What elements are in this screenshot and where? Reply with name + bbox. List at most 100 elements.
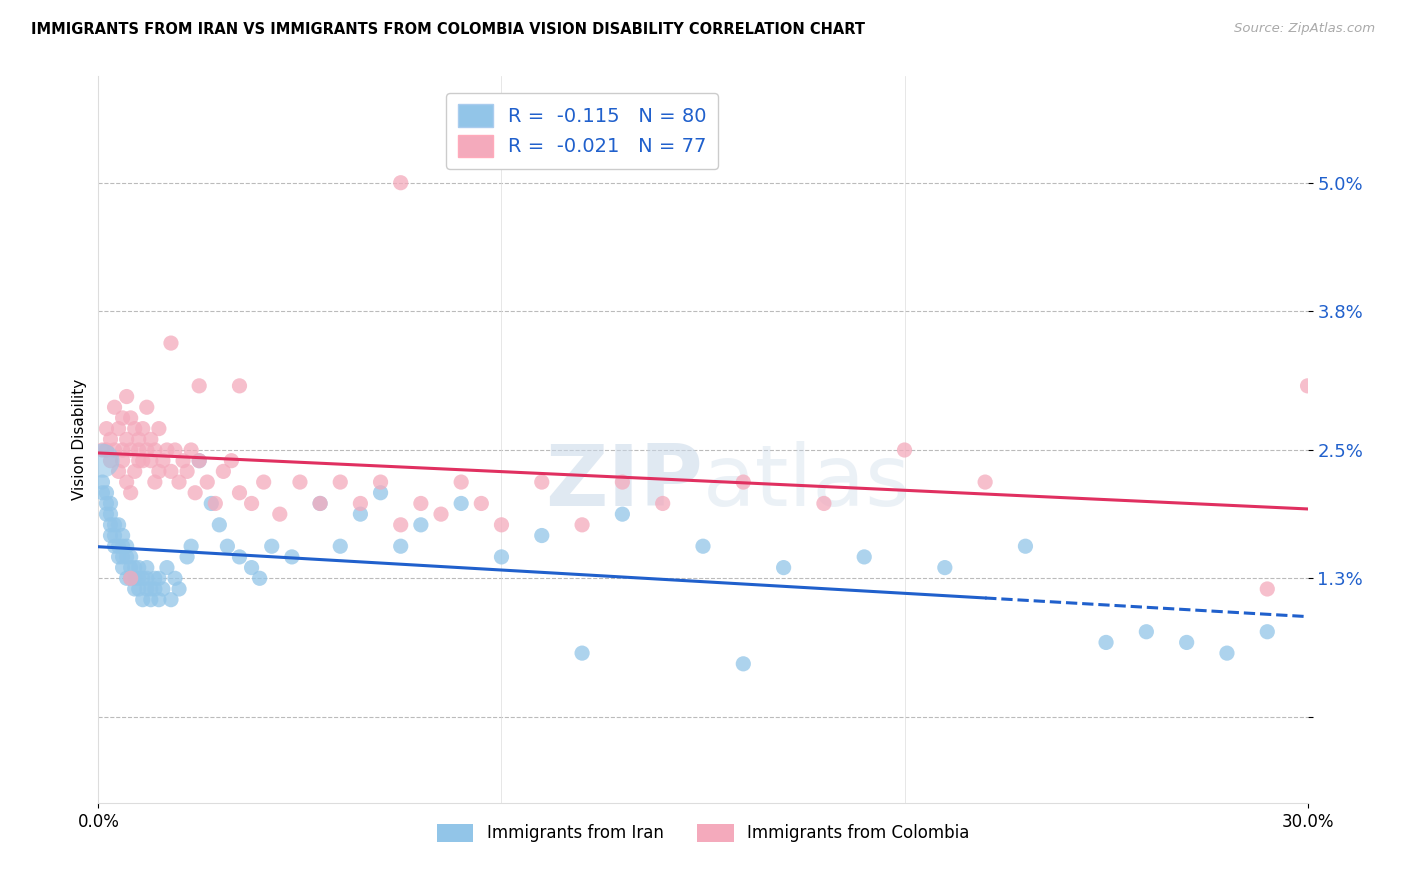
Point <box>124 582 146 596</box>
Point <box>148 592 170 607</box>
Point <box>100 507 122 521</box>
Point <box>491 549 513 564</box>
Point <box>100 453 122 467</box>
Point <box>115 549 138 564</box>
Point <box>1256 624 1278 639</box>
Point <box>188 453 211 467</box>
Point <box>288 475 311 489</box>
Point <box>128 560 150 574</box>
Point <box>107 422 129 436</box>
Point <box>91 453 114 467</box>
Point <box>349 507 371 521</box>
Point <box>135 582 157 596</box>
Point <box>91 485 114 500</box>
Point <box>228 485 250 500</box>
Point <box>107 517 129 532</box>
Point <box>103 528 125 542</box>
Point <box>450 496 472 510</box>
Point <box>260 539 283 553</box>
Point <box>115 390 138 404</box>
Point <box>115 539 138 553</box>
Point <box>103 539 125 553</box>
Point <box>329 539 352 553</box>
Point <box>160 592 183 607</box>
Point <box>195 475 218 489</box>
Point <box>148 571 170 585</box>
Text: Source: ZipAtlas.com: Source: ZipAtlas.com <box>1234 22 1375 36</box>
Point <box>1095 635 1118 649</box>
Point <box>409 517 432 532</box>
Point <box>309 496 332 510</box>
Point <box>107 549 129 564</box>
Text: atlas: atlas <box>703 442 911 524</box>
Point <box>176 549 198 564</box>
Point <box>450 475 472 489</box>
Point <box>120 411 142 425</box>
Point <box>128 571 150 585</box>
Point <box>853 549 876 564</box>
Point <box>409 496 432 510</box>
Point <box>221 453 243 467</box>
Point <box>163 571 186 585</box>
Point <box>1135 624 1157 639</box>
Point <box>172 453 194 467</box>
Point <box>733 657 755 671</box>
Point <box>208 517 231 532</box>
Point <box>139 453 162 467</box>
Point <box>96 422 118 436</box>
Point <box>470 496 492 510</box>
Point <box>349 496 371 510</box>
Point <box>156 560 179 574</box>
Point <box>612 507 634 521</box>
Point <box>128 453 150 467</box>
Point <box>156 442 179 457</box>
Point <box>152 582 174 596</box>
Point <box>111 411 134 425</box>
Point <box>934 560 956 574</box>
Point <box>1296 379 1319 393</box>
Point <box>132 422 155 436</box>
Point <box>491 517 513 532</box>
Point <box>204 496 226 510</box>
Point <box>1014 539 1036 553</box>
Point <box>96 507 118 521</box>
Point <box>128 432 150 446</box>
Point <box>111 442 134 457</box>
Point <box>120 560 142 574</box>
Point <box>212 464 235 478</box>
Point <box>120 571 142 585</box>
Point <box>228 549 250 564</box>
Point <box>329 475 352 489</box>
Point <box>200 496 222 510</box>
Point <box>124 422 146 436</box>
Point <box>163 442 186 457</box>
Point <box>180 539 202 553</box>
Y-axis label: Vision Disability: Vision Disability <box>72 379 87 500</box>
Point <box>188 453 211 467</box>
Point <box>530 528 553 542</box>
Point <box>124 571 146 585</box>
Point <box>389 176 412 190</box>
Point <box>124 464 146 478</box>
Point <box>139 432 162 446</box>
Point <box>217 539 239 553</box>
Point <box>188 379 211 393</box>
Point <box>100 528 122 542</box>
Point <box>148 464 170 478</box>
Point <box>571 517 593 532</box>
Point <box>100 432 122 446</box>
Point <box>132 453 155 467</box>
Legend: Immigrants from Iran, Immigrants from Colombia: Immigrants from Iran, Immigrants from Co… <box>430 817 976 849</box>
Point <box>91 475 114 489</box>
Point <box>370 475 392 489</box>
Point <box>309 496 332 510</box>
Point <box>139 582 162 596</box>
Point <box>269 507 291 521</box>
Point <box>893 442 915 457</box>
Point <box>115 475 138 489</box>
Point <box>111 549 134 564</box>
Point <box>240 560 263 574</box>
Point <box>143 475 166 489</box>
Point <box>111 560 134 574</box>
Point <box>143 442 166 457</box>
